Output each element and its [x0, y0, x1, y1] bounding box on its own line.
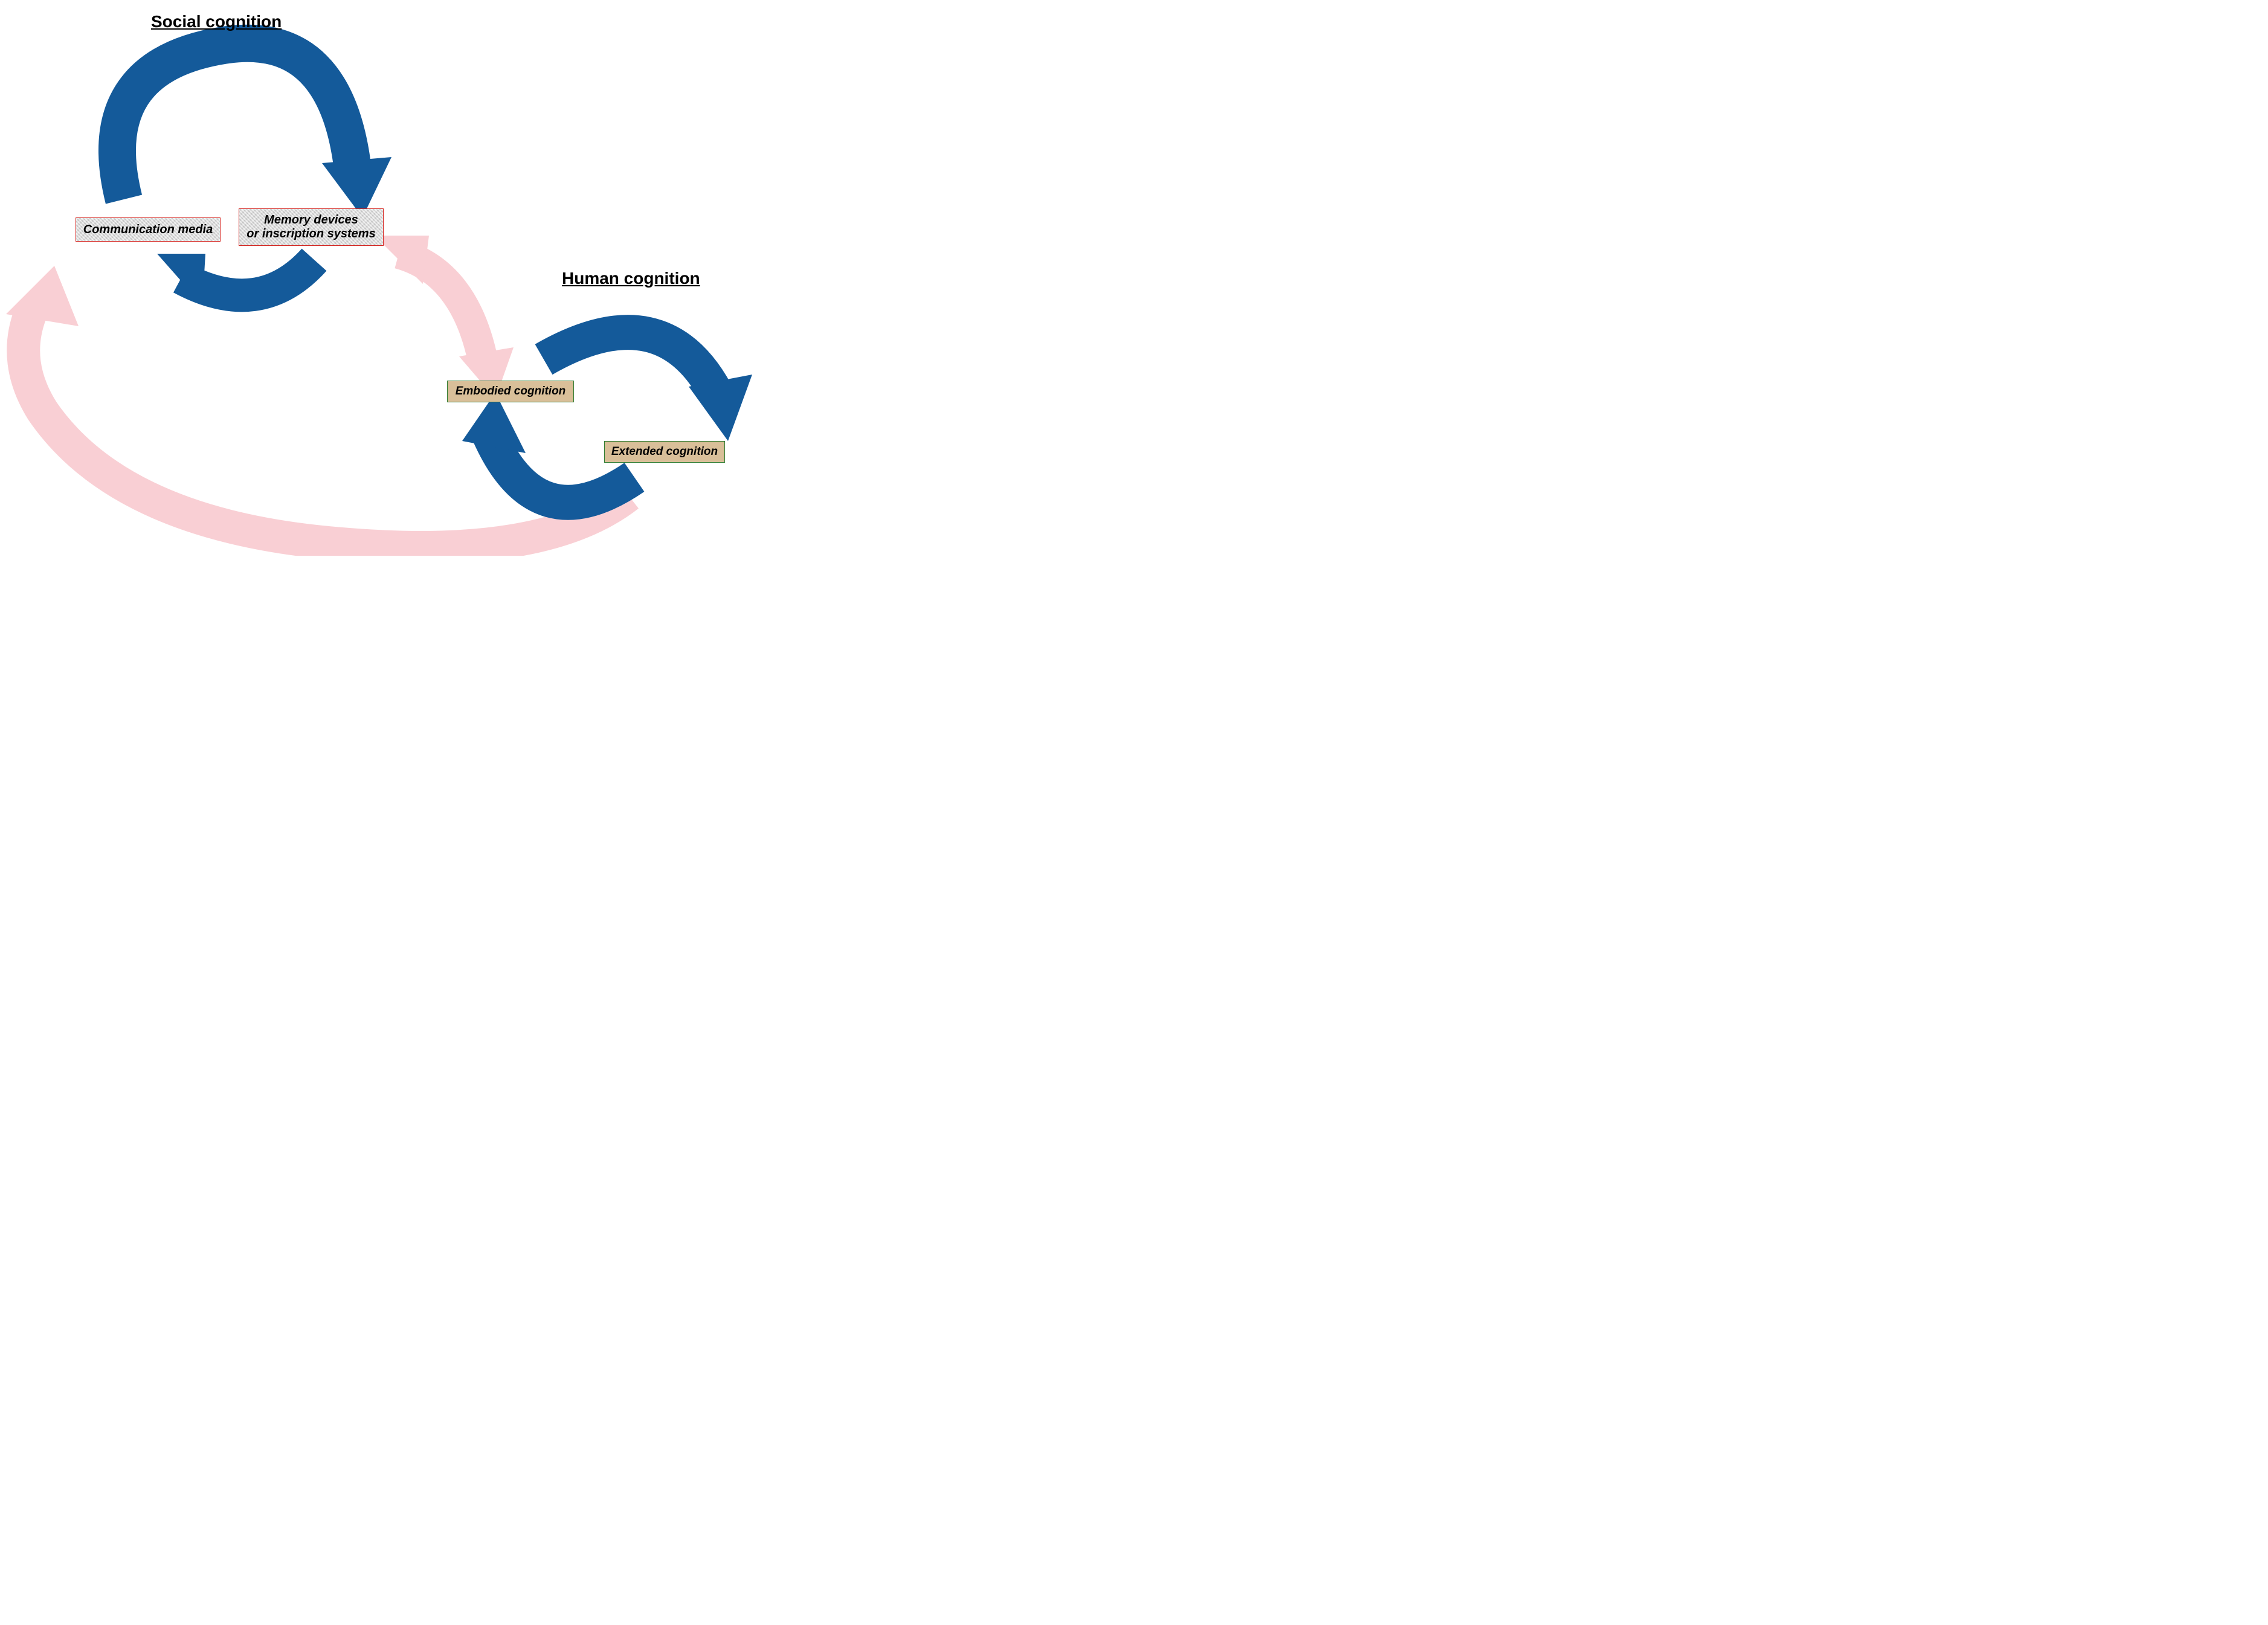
title-social-cognition: Social cognition: [151, 12, 282, 31]
box-communication-media: Communication media: [76, 217, 221, 242]
box-embodied-cognition: Embodied cognition: [447, 381, 574, 402]
box-label: Memory devices or inscription systems: [246, 213, 375, 241]
social-cycle-bottom: [157, 254, 314, 305]
box-extended-cognition: Extended cognition: [604, 441, 725, 463]
box-label: Extended cognition: [611, 445, 718, 459]
box-label: Communication media: [83, 223, 213, 237]
title-human-cognition: Human cognition: [562, 269, 700, 288]
pink-double-arrow: [375, 236, 514, 399]
human-cycle-top: [544, 332, 752, 441]
box-memory-devices: Memory devices or inscription systems: [239, 208, 384, 246]
diagram-canvas: Social cognition Human cognition Communi…: [0, 0, 822, 556]
box-label: Embodied cognition: [456, 385, 566, 398]
social-cycle-top: [117, 43, 391, 217]
